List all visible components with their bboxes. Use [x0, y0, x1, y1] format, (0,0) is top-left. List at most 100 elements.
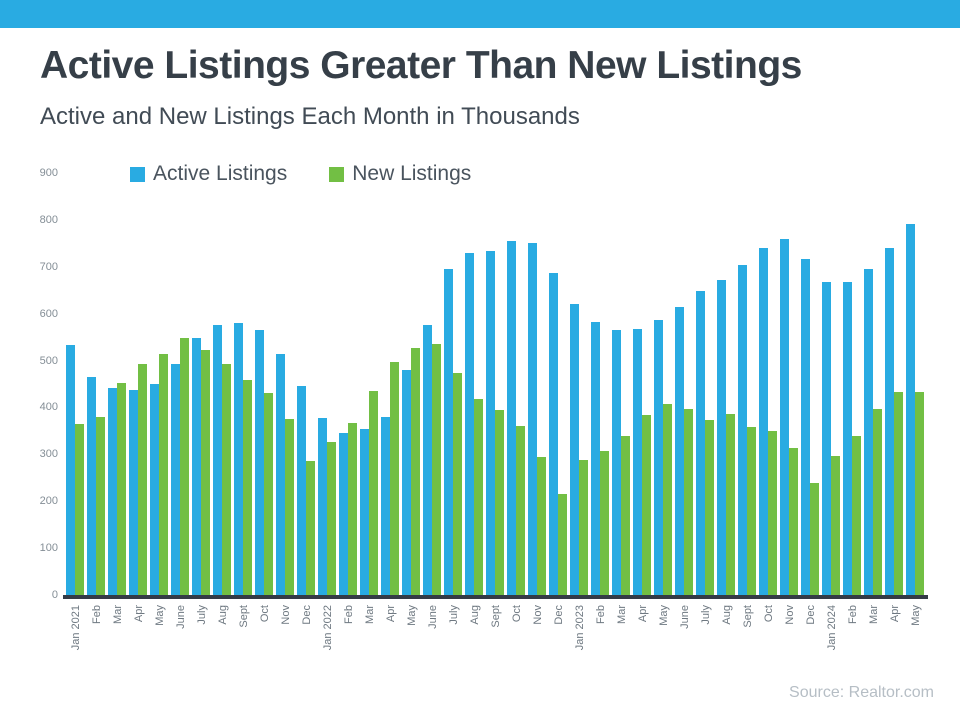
bar-active-listings	[612, 330, 621, 595]
x-axis-label: June	[426, 605, 439, 629]
x-axis-label: Sept	[237, 605, 250, 628]
y-axis-label: 800	[39, 213, 58, 226]
bar-active-listings	[507, 240, 516, 595]
legend-label-active-listings: Active Listings	[153, 162, 288, 185]
x-axis-label: Apr	[636, 605, 649, 623]
bar-new-listings	[894, 391, 903, 595]
x-axis-label: Mar	[867, 605, 880, 624]
bar-new-listings	[705, 420, 714, 595]
x-axis-label: Dec	[804, 605, 817, 625]
y-axis-label: 0	[51, 589, 58, 601]
x-axis-label: May	[657, 605, 670, 626]
bar-active-listings	[717, 280, 726, 595]
bar-active-listings	[591, 322, 600, 595]
x-axis-label: July	[699, 605, 712, 625]
bar-active-listings	[528, 242, 537, 595]
x-axis-label: Jan 2023	[573, 605, 586, 651]
x-axis-label: Jan 2024	[825, 605, 838, 651]
x-axis-label: Sept	[489, 605, 502, 628]
x-axis-label: Dec	[300, 605, 313, 625]
bar-new-listings	[222, 363, 231, 595]
header-accent-bar	[0, 0, 960, 28]
x-axis-label: Jan 2021	[69, 605, 82, 651]
bar-active-listings	[570, 304, 579, 595]
bar-active-listings	[402, 369, 411, 595]
bar-active-listings	[822, 281, 831, 595]
x-axis-label: June	[678, 605, 691, 629]
bar-new-listings	[621, 435, 630, 595]
x-axis-label: July	[195, 605, 208, 625]
bar-new-listings	[873, 409, 882, 595]
legend-swatch-new-listings	[329, 166, 345, 182]
bar-active-listings	[360, 429, 369, 595]
bar-new-listings	[117, 383, 126, 595]
bar-new-listings	[369, 391, 378, 595]
x-axis-label: Aug	[720, 605, 733, 625]
x-axis-label: Apr	[384, 605, 397, 623]
x-axis-label: May	[405, 605, 418, 626]
x-axis-label: Dec	[552, 605, 565, 625]
bar-active-listings	[801, 259, 810, 595]
bar-active-listings	[150, 384, 159, 595]
bar-active-listings	[297, 385, 306, 595]
bar-active-listings	[87, 376, 96, 595]
bar-active-listings	[171, 363, 180, 595]
bar-new-listings	[516, 426, 525, 595]
bar-new-listings	[285, 418, 294, 595]
x-axis-label: Sept	[741, 605, 754, 628]
bar-active-listings	[339, 432, 348, 595]
legend-swatch-active-listings	[130, 166, 145, 182]
bar-new-listings	[75, 424, 84, 595]
bar-active-listings	[486, 250, 495, 595]
x-axis-label: Feb	[846, 605, 859, 624]
bar-new-listings	[138, 364, 147, 595]
chart-legend: Active Listings New Listings	[130, 162, 471, 186]
bar-new-listings	[159, 353, 168, 595]
bar-new-listings	[201, 350, 210, 595]
bar-new-listings	[852, 436, 861, 595]
y-axis-label: 500	[39, 354, 58, 367]
x-axis-label: Oct	[762, 605, 775, 623]
bar-active-listings	[885, 248, 894, 595]
bar-new-listings	[495, 410, 504, 595]
bar-active-listings	[780, 239, 789, 595]
bar-active-listings	[129, 390, 138, 595]
bar-active-listings	[108, 388, 117, 595]
x-axis-label: Nov	[531, 605, 544, 625]
bar-active-listings	[633, 328, 642, 595]
bar-active-listings	[759, 248, 768, 595]
bar-active-listings	[381, 417, 390, 595]
bar-new-listings	[243, 380, 252, 595]
y-axis-label: 700	[39, 260, 58, 273]
x-axis-label: Feb	[594, 605, 607, 624]
x-axis-label: Aug	[216, 605, 229, 625]
x-axis-label: Mar	[363, 605, 376, 624]
bar-active-listings	[864, 268, 873, 595]
x-axis-label: Oct	[258, 605, 271, 623]
bar-active-listings	[696, 290, 705, 595]
bar-new-listings	[180, 338, 189, 595]
x-axis-label: Feb	[90, 605, 103, 624]
y-axis-label: 900	[39, 167, 58, 179]
x-axis-label: Mar	[615, 605, 628, 624]
bar-new-listings	[537, 457, 546, 595]
bar-new-listings	[915, 391, 924, 595]
bar-new-listings	[390, 361, 399, 595]
x-axis-label: Apr	[888, 605, 901, 623]
bar-active-listings	[906, 224, 915, 595]
page-title: Active Listings Greater Than New Listing…	[40, 44, 802, 87]
bar-new-listings	[768, 431, 777, 595]
bar-new-listings	[327, 442, 336, 595]
x-axis-label: Nov	[279, 605, 292, 625]
bar-new-listings	[663, 403, 672, 595]
bar-new-listings	[726, 414, 735, 595]
bar-active-listings	[234, 323, 243, 595]
legend-item-new-listings: New Listings	[329, 162, 471, 186]
bar-new-listings	[264, 392, 273, 595]
bar-active-listings	[675, 306, 684, 595]
bar-new-listings	[348, 422, 357, 595]
y-axis-label: 200	[39, 495, 58, 508]
bar-new-listings	[642, 414, 651, 595]
bar-active-listings	[423, 325, 432, 595]
